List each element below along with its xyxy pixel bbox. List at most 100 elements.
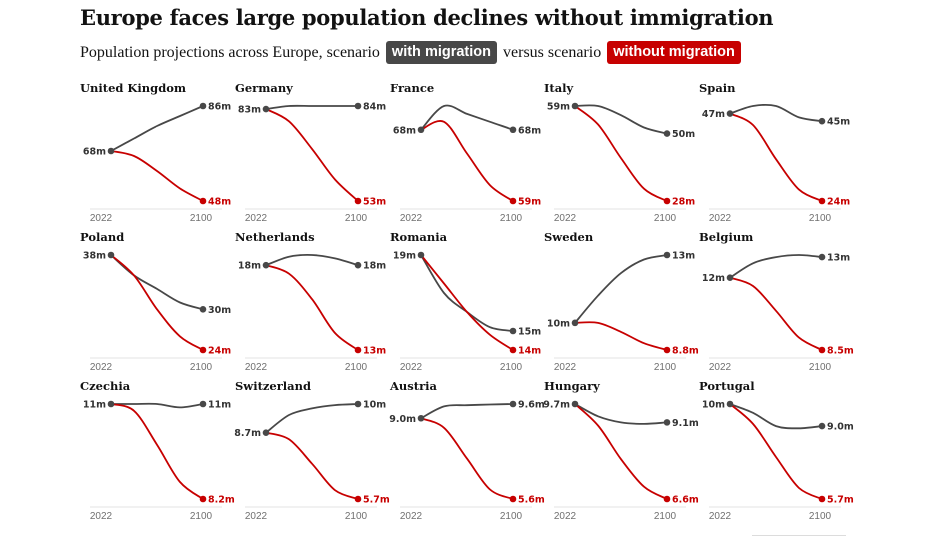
- with-migration-line: [574, 254, 668, 324]
- without-migration-end-label: 53m: [363, 197, 386, 208]
- legend-with-migration: with migration: [385, 41, 498, 64]
- with-migration-end-point: [509, 400, 517, 408]
- x-tick-label-end: 2100: [190, 213, 213, 224]
- panel-title: Czechia: [80, 379, 131, 393]
- subtitle-prefix: Population projections across Europe, sc…: [80, 43, 380, 61]
- panel-united-kingdom: United Kingdom 68m 86m 48m 2022 2100: [80, 81, 231, 224]
- start-value-label: 18m: [238, 261, 261, 272]
- without-migration-end-point: [199, 197, 207, 205]
- panel-hungary: Hungary 9.7m 9.1m 6.6m 2022 2100: [543, 379, 699, 522]
- without-migration-end-point: [509, 346, 517, 354]
- panel-title: Romania: [390, 230, 448, 244]
- panel-title: Switzerland: [235, 379, 311, 393]
- x-tick-label-end: 2100: [500, 213, 523, 224]
- without-migration-end-label: 59m: [518, 197, 541, 208]
- without-migration-end-point: [199, 346, 207, 354]
- start-point: [417, 126, 425, 134]
- with-migration-end-label: 84m: [363, 102, 386, 113]
- panel-sweden: Sweden 10m 13m 8.8m 2022 2100: [544, 230, 699, 373]
- without-migration-end-label: 13m: [363, 346, 386, 357]
- start-value-label: 68m: [83, 147, 106, 158]
- with-migration-line: [729, 403, 823, 430]
- start-point: [262, 429, 270, 437]
- with-migration-end-point: [199, 102, 207, 110]
- without-migration-end-point: [818, 495, 826, 503]
- x-tick-label-start: 2022: [245, 213, 268, 224]
- panel-title: Portugal: [699, 379, 755, 393]
- without-migration-end-point: [354, 197, 362, 205]
- with-migration-line: [420, 104, 514, 131]
- panel-germany: Germany 83m 84m 53m 2022 2100: [235, 81, 386, 224]
- x-tick-label-end: 2100: [809, 511, 832, 522]
- start-value-label: 59m: [547, 102, 570, 113]
- panel-austria: Austria 9.0m 9.6m 5.6m 2022 2100: [389, 379, 545, 522]
- with-migration-end-point: [509, 126, 517, 134]
- panel-title: Hungary: [544, 379, 600, 393]
- start-value-label: 47m: [702, 109, 725, 120]
- without-migration-end-point: [818, 346, 826, 354]
- with-migration-end-label: 13m: [827, 253, 850, 264]
- subtitle-middle: versus scenario: [503, 43, 602, 61]
- without-migration-line: [420, 417, 514, 500]
- with-migration-end-label: 86m: [208, 102, 231, 113]
- without-migration-line: [574, 403, 668, 500]
- without-migration-end-point: [199, 495, 207, 503]
- with-migration-end-label: 68m: [518, 125, 541, 136]
- start-value-label: 83m: [238, 105, 261, 116]
- x-tick-label-start: 2022: [90, 213, 113, 224]
- without-migration-line: [574, 321, 668, 351]
- start-point: [726, 110, 734, 117]
- with-migration-end-label: 18m: [363, 261, 386, 272]
- chart-title: Europe faces large population declines w…: [80, 5, 774, 30]
- start-value-label: 9.7m: [543, 400, 570, 411]
- without-migration-line: [420, 254, 514, 351]
- x-tick-label-start: 2022: [400, 362, 423, 373]
- panel-czechia: Czechia 11m 11m 8.2m 2022 2100: [80, 379, 235, 522]
- start-point: [262, 105, 270, 113]
- x-tick-label-start: 2022: [709, 511, 732, 522]
- x-tick-label-start: 2022: [554, 511, 577, 522]
- start-point: [571, 319, 579, 327]
- x-tick-label-start: 2022: [90, 511, 113, 522]
- with-migration-line: [265, 254, 359, 267]
- legend-without-migration: without migration: [607, 41, 741, 64]
- panel-romania: Romania 19m 15m 14m 2022 2100: [390, 230, 541, 373]
- without-migration-end-label: 14m: [518, 346, 541, 357]
- panel-title: Belgium: [699, 230, 753, 244]
- x-tick-label-start: 2022: [554, 362, 577, 373]
- with-migration-line: [110, 105, 204, 152]
- x-tick-label-start: 2022: [245, 511, 268, 522]
- without-migration-line: [110, 403, 204, 500]
- without-migration-end-point: [509, 197, 517, 205]
- with-migration-line: [420, 254, 514, 332]
- start-value-label: 68m: [393, 125, 416, 136]
- without-migration-end-label: 6.6m: [672, 495, 699, 506]
- x-tick-label-end: 2100: [190, 362, 213, 373]
- start-value-label: 8.7m: [234, 428, 261, 439]
- with-migration-end-label: 50m: [672, 129, 695, 140]
- with-migration-end-point: [818, 117, 826, 125]
- without-migration-end-label: 5.6m: [518, 495, 545, 506]
- with-migration-end-point: [199, 305, 207, 313]
- with-migration-line: [265, 104, 358, 110]
- x-tick-label-end: 2100: [190, 511, 213, 522]
- start-value-label: 11m: [83, 400, 106, 411]
- with-migration-end-label: 9.1m: [672, 418, 699, 429]
- with-migration-end-label: 45m: [827, 117, 850, 128]
- with-migration-end-point: [354, 102, 362, 110]
- panel-poland: Poland 38m 30m 24m 2022 2100: [80, 230, 231, 373]
- with-migration-end-label: 15m: [518, 327, 541, 338]
- start-point: [107, 147, 115, 155]
- x-tick-label-start: 2022: [245, 362, 268, 373]
- with-migration-end-point: [818, 253, 826, 261]
- footer-divider: [752, 535, 846, 536]
- panel-title: Sweden: [544, 230, 594, 244]
- with-migration-end-label: 30m: [208, 305, 231, 316]
- without-migration-end-point: [663, 346, 671, 354]
- with-migration-line: [420, 403, 514, 420]
- without-migration-end-point: [663, 495, 671, 503]
- without-migration-line: [729, 112, 823, 202]
- panel-title: United Kingdom: [80, 81, 186, 95]
- x-tick-label-end: 2100: [500, 362, 523, 373]
